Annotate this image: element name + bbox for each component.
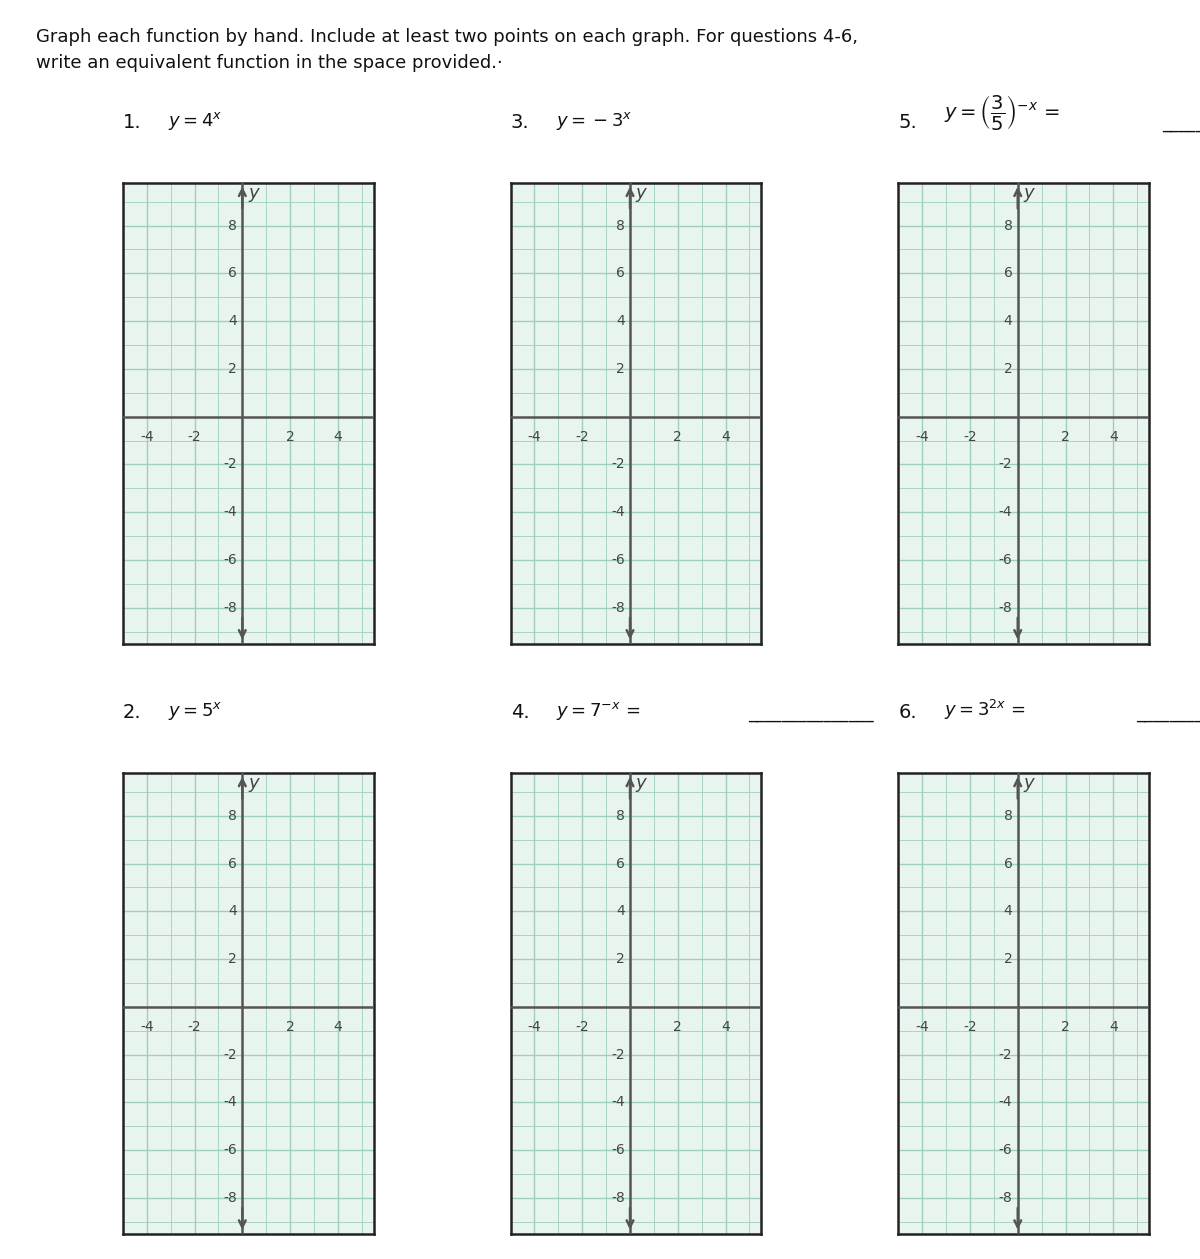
Text: -2: -2 [964, 429, 977, 444]
Text: -2: -2 [187, 429, 202, 444]
Text: 6: 6 [616, 267, 625, 281]
Text: -6: -6 [611, 553, 625, 567]
Text: 2: 2 [286, 1020, 294, 1034]
Text: -4: -4 [223, 1095, 238, 1109]
Text: 2: 2 [616, 952, 625, 966]
Text: -8: -8 [611, 601, 625, 614]
Text: 4.: 4. [510, 704, 529, 723]
Text: 2: 2 [1061, 429, 1070, 444]
Text: 4: 4 [228, 313, 238, 329]
Text: 8: 8 [616, 808, 625, 822]
Text: 4: 4 [334, 1020, 342, 1034]
Text: 8: 8 [616, 219, 625, 233]
Text: $y$: $y$ [1022, 777, 1037, 794]
Text: _______________: _______________ [1136, 704, 1200, 723]
Text: 4: 4 [721, 429, 730, 444]
Text: $y$: $y$ [635, 777, 648, 794]
Text: $y = \left(\dfrac{3}{5}\right)^{-x}$ =: $y = \left(\dfrac{3}{5}\right)^{-x}$ = [944, 93, 1060, 132]
Text: -6: -6 [611, 1143, 625, 1157]
Text: -8: -8 [223, 601, 238, 614]
Text: -8: -8 [998, 1191, 1013, 1205]
Text: -4: -4 [998, 505, 1013, 519]
Text: $y$: $y$ [247, 777, 260, 794]
Text: -8: -8 [998, 601, 1013, 614]
Text: -4: -4 [140, 429, 154, 444]
Text: -6: -6 [998, 553, 1013, 567]
Text: -2: -2 [576, 429, 589, 444]
Text: 2: 2 [1003, 361, 1013, 376]
Text: 1.: 1. [122, 113, 142, 132]
Text: 4: 4 [1003, 904, 1013, 918]
Text: -2: -2 [964, 1020, 977, 1034]
Text: -2: -2 [998, 457, 1013, 471]
Text: 4: 4 [616, 904, 625, 918]
Text: 6: 6 [616, 856, 625, 870]
Text: 6: 6 [228, 267, 238, 281]
Text: -8: -8 [611, 1191, 625, 1205]
Text: -6: -6 [223, 1143, 238, 1157]
Text: -4: -4 [223, 505, 238, 519]
Text: 2: 2 [286, 429, 294, 444]
Text: 4: 4 [228, 904, 238, 918]
Text: -4: -4 [528, 429, 541, 444]
Text: -2: -2 [576, 1020, 589, 1034]
Text: -4: -4 [916, 429, 929, 444]
Text: 5.: 5. [899, 113, 917, 132]
Text: 2: 2 [228, 361, 238, 376]
Text: 2: 2 [673, 1020, 682, 1034]
Text: 6.: 6. [899, 704, 917, 723]
Text: 8: 8 [228, 808, 238, 822]
Text: -4: -4 [611, 1095, 625, 1109]
Text: 2: 2 [1061, 1020, 1070, 1034]
Text: 4: 4 [1003, 313, 1013, 329]
Text: -4: -4 [916, 1020, 929, 1034]
Text: $y = 4^{x}$: $y = 4^{x}$ [168, 111, 223, 132]
Text: 4: 4 [616, 313, 625, 329]
Text: 6: 6 [1003, 856, 1013, 870]
Text: $y$: $y$ [247, 186, 260, 204]
Text: $y = 7^{-x}$ =: $y = 7^{-x}$ = [556, 700, 641, 723]
Text: -6: -6 [998, 1143, 1013, 1157]
Text: -8: -8 [223, 1191, 238, 1205]
Text: 6: 6 [1003, 267, 1013, 281]
Text: write an equivalent function in the space provided.·: write an equivalent function in the spac… [36, 54, 503, 72]
Text: 8: 8 [228, 219, 238, 233]
Text: -2: -2 [223, 1047, 238, 1061]
Text: 4: 4 [1109, 429, 1117, 444]
Text: -6: -6 [223, 553, 238, 567]
Text: 2: 2 [673, 429, 682, 444]
Text: 2.: 2. [122, 704, 142, 723]
Text: $y$: $y$ [635, 186, 648, 204]
Text: _______________: _______________ [1163, 115, 1200, 132]
Text: -4: -4 [140, 1020, 154, 1034]
Text: 2: 2 [1003, 952, 1013, 966]
Text: 2: 2 [228, 952, 238, 966]
Text: 8: 8 [1003, 808, 1013, 822]
Text: -2: -2 [187, 1020, 202, 1034]
Text: 8: 8 [1003, 219, 1013, 233]
Text: 2: 2 [616, 361, 625, 376]
Text: 3.: 3. [510, 113, 529, 132]
Text: $y = 5^{x}$: $y = 5^{x}$ [168, 700, 223, 723]
Text: -4: -4 [611, 505, 625, 519]
Text: 6: 6 [228, 856, 238, 870]
Text: -4: -4 [528, 1020, 541, 1034]
Text: $y$: $y$ [1022, 186, 1037, 204]
Text: 4: 4 [721, 1020, 730, 1034]
Text: $y = -3^{x}$: $y = -3^{x}$ [556, 111, 632, 132]
Text: _______________: _______________ [748, 704, 874, 723]
Text: -2: -2 [223, 457, 238, 471]
Text: Graph each function by hand. Include at least two points on each graph. For ques: Graph each function by hand. Include at … [36, 28, 858, 45]
Text: $y = 3^{2x}$ =: $y = 3^{2x}$ = [944, 699, 1026, 723]
Text: 4: 4 [1109, 1020, 1117, 1034]
Text: -2: -2 [611, 1047, 625, 1061]
Text: -2: -2 [998, 1047, 1013, 1061]
Text: -4: -4 [998, 1095, 1013, 1109]
Text: 4: 4 [334, 429, 342, 444]
Text: -2: -2 [611, 457, 625, 471]
